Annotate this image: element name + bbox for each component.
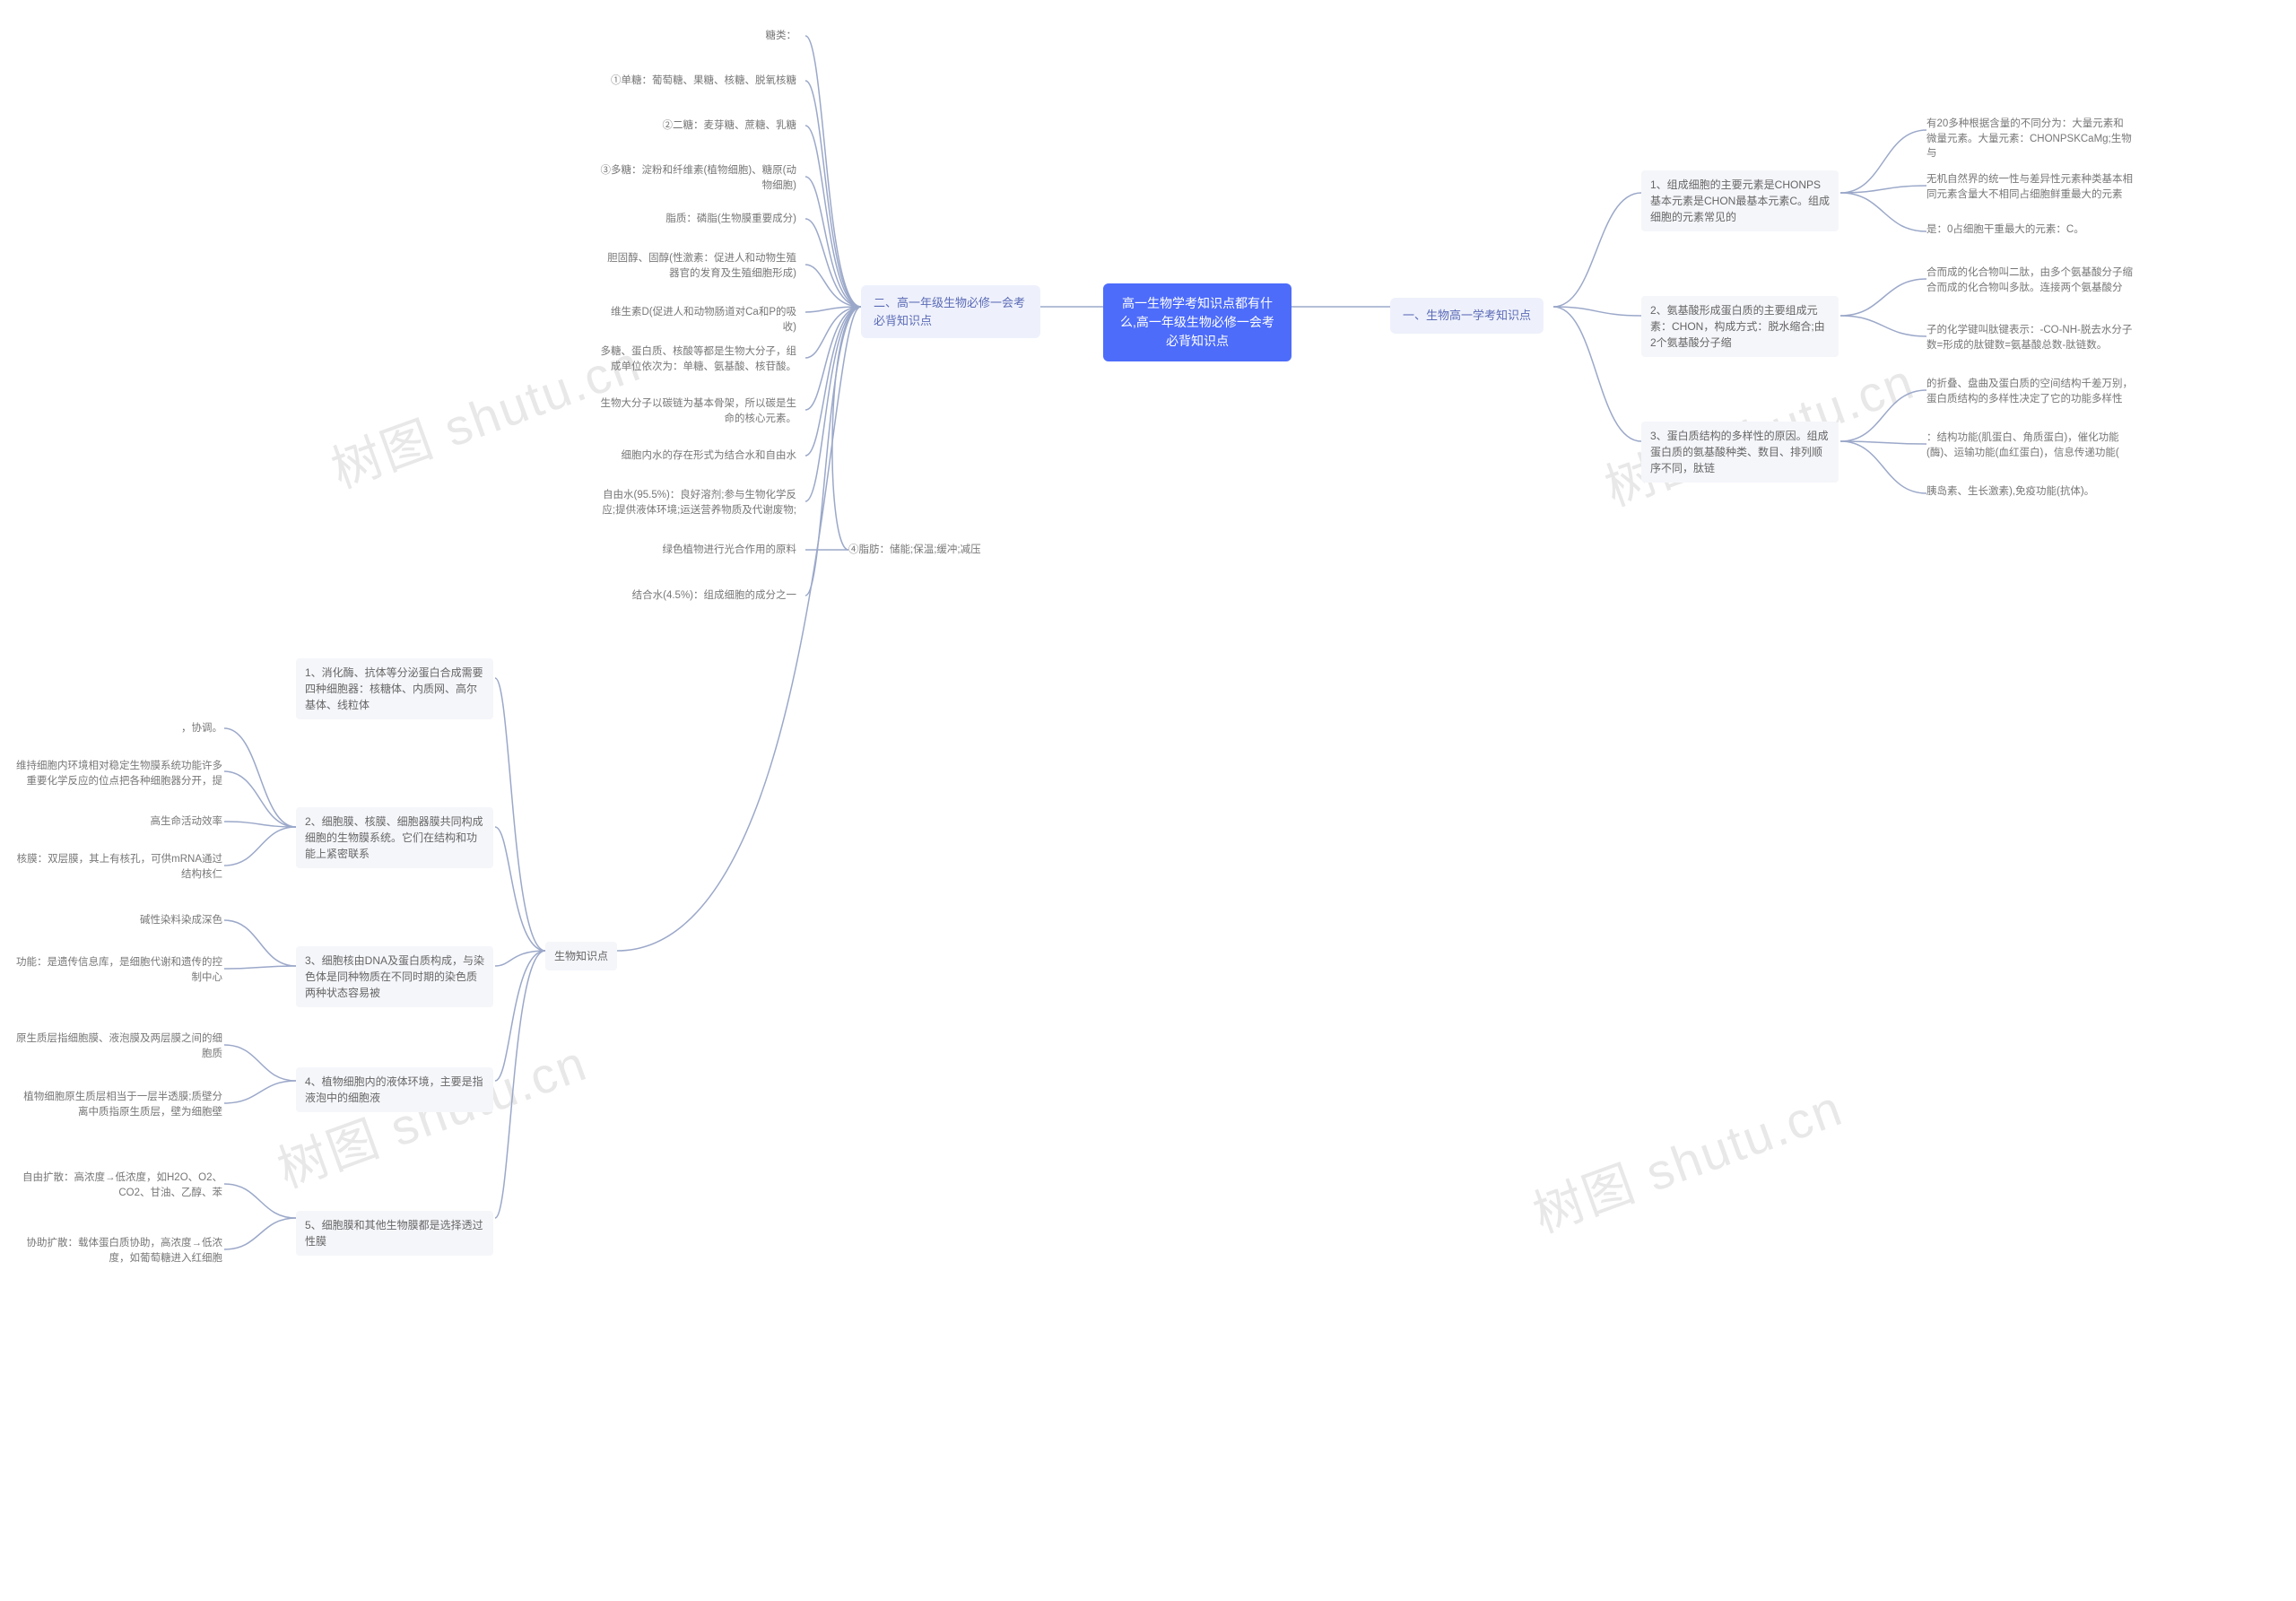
leaf: 植物细胞原生质层相当于一层半透膜;质壁分离中质指原生质层，壁为细胞壁 (16, 1090, 222, 1119)
leaf: ，协调。 (16, 721, 222, 736)
leaf: 维生素D(促进人和动物肠道对Ca和P的吸收) (597, 305, 796, 335)
leaf: 自由水(95.5%)：良好溶剂;参与生物化学反应;提供液体环境;运送营养物质及代… (597, 488, 796, 518)
mindmap-canvas: 树图 shutu.cn 树图 shutu.cn 树图 shutu.cn 树图 s… (0, 0, 2296, 1601)
branch-bio-2[interactable]: 2、细胞膜、核膜、细胞器膜共同构成细胞的生物膜系统。它们在结构和功能上紧密联系 (296, 807, 493, 868)
watermark: 树图 shutu.cn (266, 1023, 596, 1203)
connector-lines (0, 0, 2296, 1601)
branch-bio-1[interactable]: 1、消化酶、抗体等分泌蛋白合成需要四种细胞器：核糖体、内质网、高尔基体、线粒体 (296, 658, 493, 719)
leaf: 的折叠、盘曲及蛋白质的空间结构千差万别，蛋白质结构的多样性决定了它的功能多样性 (1926, 377, 2133, 406)
leaf: 生物大分子以碳链为基本骨架，所以碳是生命的核心元素。 (597, 396, 796, 426)
branch-bio-5[interactable]: 5、细胞膜和其他生物膜都是选择透过性膜 (296, 1211, 493, 1256)
leaf: 协助扩散：载体蛋白质协助，高浓度→低浓度，如葡萄糖进入红细胞 (16, 1236, 222, 1266)
root-node[interactable]: 高一生物学考知识点都有什么,高一年级生物必修一会考必背知识点 (1103, 283, 1292, 361)
leaf: 绿色植物进行光合作用的原料 (597, 543, 796, 558)
leaf: 糖类： (597, 29, 796, 44)
leaf: 结合水(4.5%)：组成细胞的成分之一 (597, 588, 796, 604)
leaf: 原生质层指细胞膜、液泡膜及两层膜之间的细胞质 (16, 1031, 222, 1061)
trunk-right[interactable]: 一、生物高一学考知识点 (1390, 298, 1544, 334)
leaf: 自由扩散：高浓度→低浓度，如H2O、O2、CO2、甘油、乙醇、苯 (16, 1170, 222, 1200)
leaf: 胆固醇、固醇(性激素：促进人和动物生殖器官的发育及生殖细胞形成) (597, 251, 796, 281)
leaf: 子的化学键叫肽键表示：-CO-NH-脱去水分子数=形成的肽键数=氨基酸总数-肽链… (1926, 323, 2133, 352)
leaf: 核膜：双层膜，其上有核孔，可供mRNA通过结构核仁 (16, 852, 222, 882)
leaf: ①单糖：葡萄糖、果糖、核糖、脱氧核糖 (597, 74, 796, 89)
branch-right-3[interactable]: 3、蛋白质结构的多样性的原因。组成蛋白质的氨基酸种类、数目、排列顺序不同，肽链 (1641, 422, 1839, 483)
trunk-left[interactable]: 二、高一年级生物必修一会考必背知识点 (861, 285, 1040, 338)
leaf: 有20多种根据含量的不同分为：大量元素和微量元素。大量元素：CHONPSKCaM… (1926, 117, 2133, 161)
leaf: ②二糖：麦芽糖、蔗糖、乳糖 (597, 118, 796, 134)
leaf: 无机自然界的统一性与差异性元素种类基本相同元素含量大不相同占细胞鲜重最大的元素 (1926, 172, 2133, 202)
leaf: 合而成的化合物叫二肽，由多个氨基酸分子缩合而成的化合物叫多肽。连接两个氨基酸分 (1926, 265, 2133, 295)
leaf: 脂质：磷脂(生物膜重要成分) (597, 212, 796, 227)
leaf-fat: ④脂肪：储能;保温;缓冲;减压 (848, 543, 981, 558)
branch-right-1[interactable]: 1、组成细胞的主要元素是CHONPS 基本元素是CHON最基本元素C。组成细胞的… (1641, 170, 1839, 231)
leaf: 细胞内水的存在形式为结合水和自由水 (597, 448, 796, 464)
leaf: 功能：是遗传信息库，是细胞代谢和遗传的控制中心 (16, 955, 222, 985)
branch-bio-3[interactable]: 3、细胞核由DNA及蛋白质构成，与染色体是同种物质在不同时期的染色质两种状态容易… (296, 946, 493, 1007)
leaf: 高生命活动效率 (16, 814, 222, 830)
leaf: 是：0占细胞干重最大的元素：C。 (1926, 222, 2084, 238)
branch-bio[interactable]: 生物知识点 (545, 942, 617, 970)
leaf: ：结构功能(肌蛋白、角质蛋白)，催化功能(酶)、运输功能(血红蛋白)，信息传递功… (1926, 431, 2133, 460)
leaf: ③多糖：淀粉和纤维素(植物细胞)、糖原(动物细胞) (597, 163, 796, 193)
branch-right-2[interactable]: 2、氨基酸形成蛋白质的主要组成元素：CHON，构成方式：脱水缩合;由2个氨基酸分… (1641, 296, 1839, 357)
leaf: 多糖、蛋白质、核酸等都是生物大分子，组成单位依次为：单糖、氨基酸、核苷酸。 (597, 344, 796, 374)
leaf: 维持细胞内环境相对稳定生物膜系统功能许多重要化学反应的位点把各种细胞器分开，提 (16, 759, 222, 788)
leaf: 碱性染料染成深色 (16, 913, 222, 928)
watermark: 树图 shutu.cn (1522, 1068, 1851, 1248)
leaf: 胰岛素、生长激素),免疫功能(抗体)。 (1926, 484, 2094, 500)
branch-bio-4[interactable]: 4、植物细胞内的液体环境，主要是指液泡中的细胞液 (296, 1067, 493, 1112)
